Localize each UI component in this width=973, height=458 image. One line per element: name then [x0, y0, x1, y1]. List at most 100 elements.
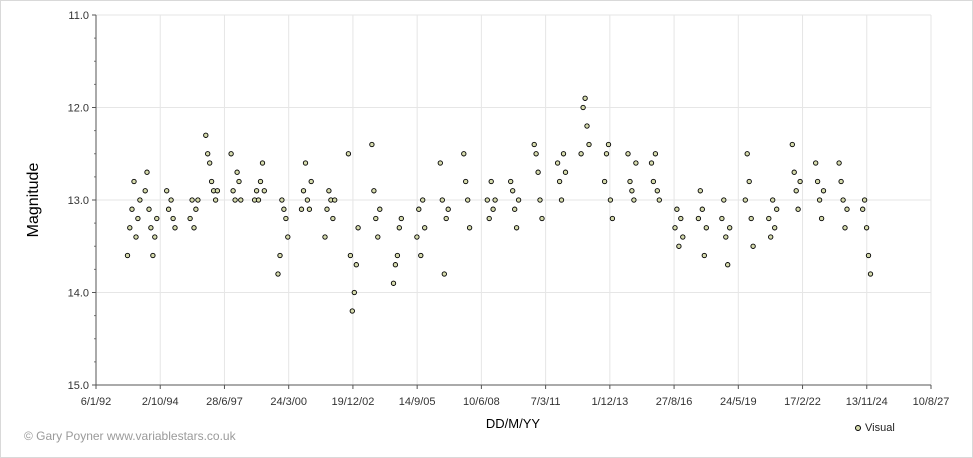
- data-point: [797, 178, 803, 185]
- data-point: [648, 160, 655, 166]
- data-point: [283, 215, 289, 222]
- x-tick-label: 17/2/22: [784, 396, 821, 408]
- data-point: [152, 234, 158, 240]
- data-point: [443, 215, 449, 222]
- data-point: [672, 225, 678, 231]
- data-point: [766, 215, 772, 222]
- data-point: [127, 225, 133, 231]
- data-points: [124, 95, 874, 314]
- data-point: [371, 188, 377, 194]
- data-point: [488, 178, 494, 185]
- data-point: [840, 197, 846, 203]
- data-point: [629, 188, 635, 194]
- data-point: [537, 197, 543, 203]
- x-tick-label: 19/12/02: [332, 396, 375, 408]
- data-point: [513, 225, 520, 231]
- y-tick-label: 12.0: [68, 103, 89, 115]
- data-point: [133, 234, 139, 240]
- data-point: [255, 197, 262, 203]
- legend-label: Visual: [865, 422, 895, 434]
- data-point: [330, 215, 336, 222]
- data-point: [633, 160, 639, 166]
- data-point: [748, 215, 754, 222]
- axes: [92, 14, 932, 389]
- data-point: [627, 178, 633, 185]
- data-point: [326, 188, 332, 194]
- data-point: [165, 206, 172, 212]
- data-point: [484, 197, 490, 203]
- x-tick-label: 10/6/08: [463, 396, 500, 408]
- data-point: [461, 151, 467, 157]
- data-point: [562, 169, 569, 175]
- data-point: [609, 215, 616, 222]
- data-point: [791, 169, 797, 175]
- x-tick-label: 1/12/13: [591, 396, 628, 408]
- data-point: [172, 225, 178, 231]
- data-point: [725, 262, 731, 268]
- data-point: [259, 160, 266, 166]
- data-point: [701, 252, 707, 259]
- data-point: [556, 178, 563, 185]
- data-point: [842, 225, 848, 231]
- data-point: [279, 197, 285, 203]
- data-point: [170, 215, 176, 222]
- data-point: [465, 197, 471, 203]
- data-point: [437, 160, 443, 166]
- data-point: [420, 197, 426, 203]
- data-point: [277, 252, 283, 259]
- x-tick-label: 24/5/19: [720, 396, 757, 408]
- data-point: [531, 141, 537, 148]
- data-point: [164, 188, 170, 194]
- legend-marker: [855, 425, 861, 431]
- data-point: [678, 215, 684, 222]
- data-point: [131, 178, 137, 185]
- y-tick-labels: 11.0 12.0 13.0 14.0 15.0: [68, 10, 89, 392]
- data-point: [535, 169, 541, 175]
- data-point: [306, 206, 313, 212]
- data-point: [205, 151, 211, 157]
- data-point: [208, 178, 215, 185]
- x-tick-label: 10/8/27: [913, 396, 950, 408]
- data-point: [375, 234, 381, 240]
- data-point: [582, 95, 588, 101]
- data-point: [238, 197, 244, 203]
- data-point: [193, 206, 199, 212]
- data-point: [844, 206, 850, 212]
- data-point: [349, 308, 355, 314]
- data-point: [369, 141, 375, 148]
- data-point: [631, 197, 637, 203]
- data-point: [652, 151, 659, 157]
- data-point: [261, 188, 267, 194]
- data-point: [654, 188, 660, 194]
- data-point: [191, 225, 197, 231]
- data-point: [515, 197, 522, 203]
- data-point: [347, 252, 354, 259]
- data-point: [560, 151, 567, 157]
- data-point: [697, 188, 703, 194]
- data-point: [135, 215, 141, 222]
- data-point: [441, 271, 447, 277]
- data-point: [744, 151, 750, 157]
- data-point: [124, 252, 131, 259]
- y-tick-label: 11.0: [68, 10, 89, 22]
- data-point: [680, 234, 686, 240]
- data-point: [723, 234, 729, 240]
- data-point: [466, 225, 473, 231]
- data-point: [719, 215, 725, 222]
- x-tick-label: 6/1/92: [81, 396, 112, 408]
- data-point: [607, 197, 614, 203]
- data-point: [396, 225, 402, 231]
- data-point: [285, 234, 291, 240]
- data-point: [168, 197, 174, 203]
- data-point: [463, 178, 469, 185]
- data-point: [656, 197, 662, 203]
- x-tick-label: 24/3/00: [270, 396, 307, 408]
- legend: Visual: [855, 422, 895, 434]
- y-tick-label: 15.0: [68, 380, 89, 392]
- data-point: [187, 215, 193, 222]
- data-point: [750, 243, 756, 249]
- data-point: [772, 225, 778, 231]
- x-tick-labels: 6/1/92 2/10/94 28/6/97 24/3/00 19/12/02 14/9/…: [81, 396, 950, 408]
- data-point: [146, 206, 152, 212]
